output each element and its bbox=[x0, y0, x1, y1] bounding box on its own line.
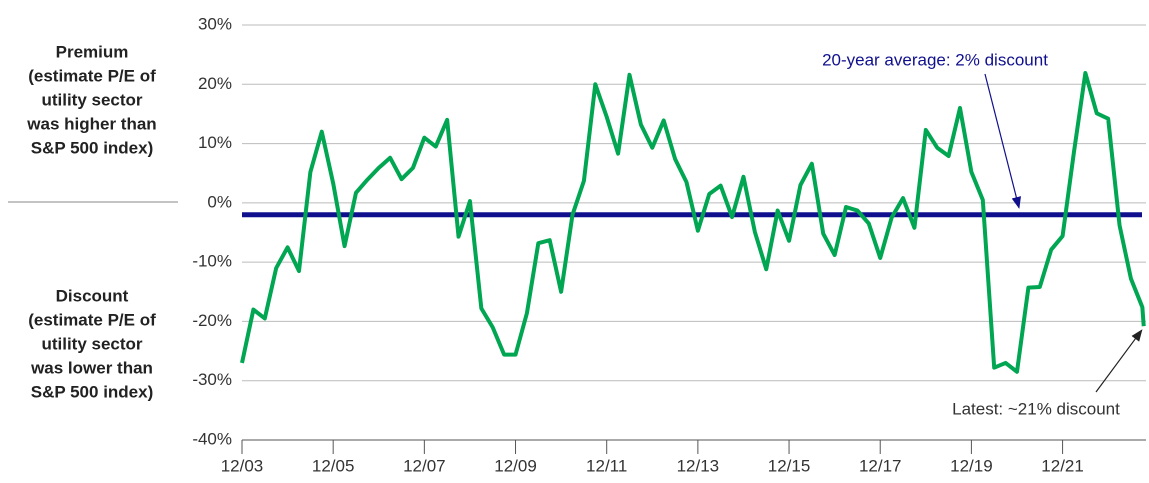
latest-annotation: Latest: ~21% discount bbox=[952, 399, 1120, 418]
premium-label: S&P 500 index) bbox=[31, 138, 154, 157]
x-tick-label: 12/19 bbox=[950, 456, 993, 475]
discount-label: Discount bbox=[56, 286, 129, 305]
discount-label: utility sector bbox=[41, 334, 142, 353]
y-tick-label: 30% bbox=[198, 14, 232, 33]
latest-arrow bbox=[1095, 329, 1143, 393]
x-tick-label: 12/17 bbox=[859, 456, 902, 475]
average-annotation: 20-year average: 2% discount bbox=[822, 50, 1048, 69]
y-tick-label: -40% bbox=[192, 429, 232, 448]
premium-label: Premium bbox=[56, 42, 129, 61]
x-tick-label: 12/07 bbox=[403, 456, 446, 475]
discount-label: S&P 500 index) bbox=[31, 382, 154, 401]
y-tick-label: -30% bbox=[192, 370, 232, 389]
y-tick-label: 10% bbox=[198, 133, 232, 152]
x-tick-label: 12/05 bbox=[312, 456, 355, 475]
x-tick-label: 12/03 bbox=[221, 456, 264, 475]
discount-label: was lower than bbox=[30, 358, 153, 377]
y-tick-label: 0% bbox=[207, 192, 232, 211]
discount-label: (estimate P/E of bbox=[28, 310, 156, 329]
premium-label: was higher than bbox=[26, 114, 156, 133]
x-tick-label: 12/21 bbox=[1041, 456, 1084, 475]
x-tick-label: 12/15 bbox=[768, 456, 811, 475]
x-tick-label: 12/11 bbox=[586, 456, 627, 475]
premium-label: utility sector bbox=[41, 90, 142, 109]
data-line bbox=[240, 71, 1146, 374]
y-tick-label: -10% bbox=[192, 252, 232, 271]
average-arrow bbox=[984, 73, 1021, 209]
x-tick-label: 12/13 bbox=[677, 456, 720, 475]
y-tick-label: 20% bbox=[198, 74, 232, 93]
x-tick-label: 12/09 bbox=[494, 456, 537, 475]
y-tick-label: -20% bbox=[192, 311, 232, 330]
premium-label: (estimate P/E of bbox=[28, 66, 156, 85]
